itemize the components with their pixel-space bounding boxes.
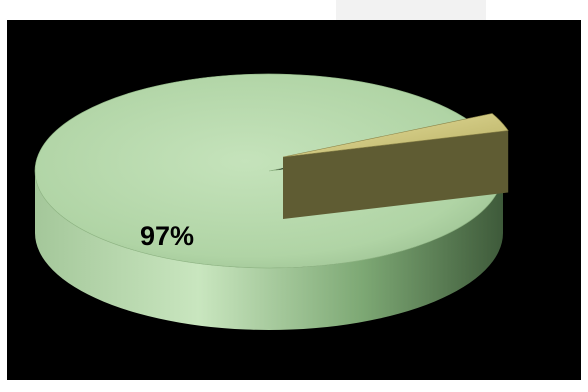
- slice-0-side: [35, 171, 503, 330]
- chart-canvas: 97%: [7, 20, 581, 380]
- pie-chart: 97%: [34, 73, 509, 330]
- top-notch: [336, 0, 486, 20]
- slice-1-cut: [283, 130, 509, 219]
- top-margin: [0, 0, 588, 20]
- slice-0-top: [34, 73, 504, 269]
- slice-label-0: 97%: [140, 221, 194, 251]
- slice-1-top: [282, 113, 509, 158]
